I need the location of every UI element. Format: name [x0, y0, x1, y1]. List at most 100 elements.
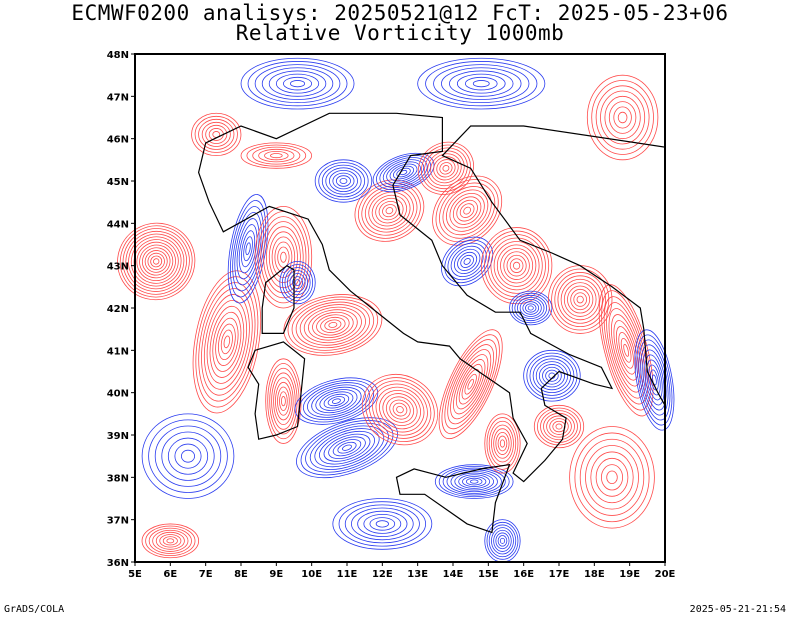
vorticity-contour: [487, 234, 546, 298]
vorticity-contour: [436, 159, 456, 178]
vorticity-contour: [314, 159, 373, 203]
vorticity-contour: [320, 316, 346, 333]
lon-tick-label: 11E: [337, 569, 358, 580]
vorticity-contour: [342, 444, 352, 451]
vorticity-contour: [499, 537, 506, 544]
vorticity-contour: [144, 250, 168, 273]
lat-tick-label: 39N: [107, 431, 129, 442]
vorticity-contour: [554, 272, 606, 328]
vorticity-contour: [290, 80, 306, 88]
vorticity-contour: [246, 144, 307, 167]
vorticity-contour: [600, 90, 646, 145]
vorticity-contour: [205, 124, 228, 144]
vorticity-contour: [563, 282, 597, 317]
vorticity-contour: [509, 290, 553, 326]
vorticity-contour: [245, 242, 251, 256]
vorticity-contour: [125, 230, 187, 292]
vorticity-contour: [198, 282, 256, 402]
vorticity-contour: [450, 349, 492, 420]
vorticity-contour: [603, 296, 649, 405]
vorticity-contour: [191, 112, 242, 157]
vorticity-contour: [227, 194, 269, 304]
vorticity-contour: [460, 254, 474, 268]
vorticity-contour: [533, 404, 585, 449]
lat-tick-label: 38N: [107, 473, 129, 484]
vorticity-contour: [136, 241, 176, 282]
vorticity-contour: [311, 386, 362, 416]
vorticity-contour: [396, 405, 404, 414]
map-subtitle: Relative Vorticity 1000mb: [235, 21, 565, 45]
lon-tick-label: 14E: [443, 569, 464, 580]
vorticity-contour: [155, 531, 185, 550]
vorticity-contour: [128, 233, 185, 290]
vorticity-contour: [438, 329, 503, 440]
vorticity-contour: [463, 258, 471, 265]
vorticity-contour: [532, 358, 572, 394]
vorticity-contour: [608, 308, 644, 393]
vorticity-contour: [491, 527, 514, 555]
vorticity-contour: [206, 299, 247, 384]
vorticity-contour: [319, 391, 354, 411]
vorticity-contour: [271, 236, 296, 278]
vorticity-contour: [638, 339, 671, 421]
lon-tick-label: 16E: [513, 569, 534, 580]
vorticity-contour: [328, 436, 366, 459]
latitude-axis: 48N 47N 46N 45N 44N 43N 42N 41N 40N 39N 38N 37N 36N: [107, 50, 135, 569]
vorticity-contour: [141, 413, 235, 499]
vorticity-contour: [636, 334, 673, 426]
vorticity-contour: [141, 247, 171, 276]
vorticity-contour: [321, 164, 366, 198]
vorticity-contour: [148, 419, 228, 493]
vorticity-contour: [292, 276, 303, 290]
vorticity-contour: [491, 424, 514, 463]
vorticity-contour: [447, 344, 495, 425]
vorticity-contour: [648, 364, 661, 396]
vorticity-contour: [421, 144, 471, 192]
vorticity-contour: [454, 472, 495, 491]
vorticity-contour: [496, 244, 537, 287]
vorticity-contour: [323, 433, 371, 462]
vorticity-contour: [595, 85, 650, 150]
vorticity-contour: [369, 517, 396, 531]
vorticity-contour: [243, 236, 253, 262]
vorticity-contour: [270, 153, 283, 159]
vorticity-contour: [570, 288, 591, 311]
vorticity-contour: [557, 275, 603, 324]
vorticity-contour: [486, 417, 519, 470]
vorticity-contour: [579, 438, 645, 516]
vorticity-contour: [119, 225, 193, 298]
vorticity-contour: [263, 221, 304, 294]
vorticity-contour: [392, 402, 408, 417]
longitude-axis: 5E 6E 7E 8E 9E 10E 11E 12E 13E 14E 15E 16E 17E 18E 19E…: [128, 562, 676, 580]
vorticity-contour: [275, 73, 320, 94]
vorticity-contour: [361, 373, 439, 446]
vorticity-contour: [375, 520, 389, 528]
vorticity-contour: [217, 323, 236, 361]
vorticity-contour: [425, 61, 538, 107]
vorticity-contour: [480, 227, 553, 305]
vorticity-contour: [234, 212, 262, 286]
vorticity-contour: [576, 295, 584, 304]
vorticity-contour: [456, 73, 506, 94]
vorticity-contour: [287, 296, 379, 354]
vorticity-contour: [371, 194, 408, 227]
vorticity-contour: [493, 428, 512, 459]
lon-tick-label: 19E: [619, 569, 640, 580]
vorticity-contour: [324, 319, 342, 331]
vorticity-contour: [459, 203, 475, 218]
vorticity-contour: [323, 393, 350, 409]
vorticity-contour: [506, 254, 527, 277]
vorticity-contour: [567, 285, 594, 314]
vorticity-contour: [497, 435, 508, 452]
vorticity-contour: [354, 179, 425, 242]
vorticity-contour: [150, 255, 163, 268]
vorticity-contour: [389, 163, 418, 182]
vorticity-contour: [535, 361, 569, 391]
vorticity-contour: [488, 420, 517, 467]
vorticity-contour: [307, 384, 366, 418]
vorticity-contour: [386, 161, 421, 184]
vorticity-contour: [305, 422, 389, 473]
vorticity-contour: [458, 363, 483, 405]
vorticity-contour: [145, 525, 196, 557]
